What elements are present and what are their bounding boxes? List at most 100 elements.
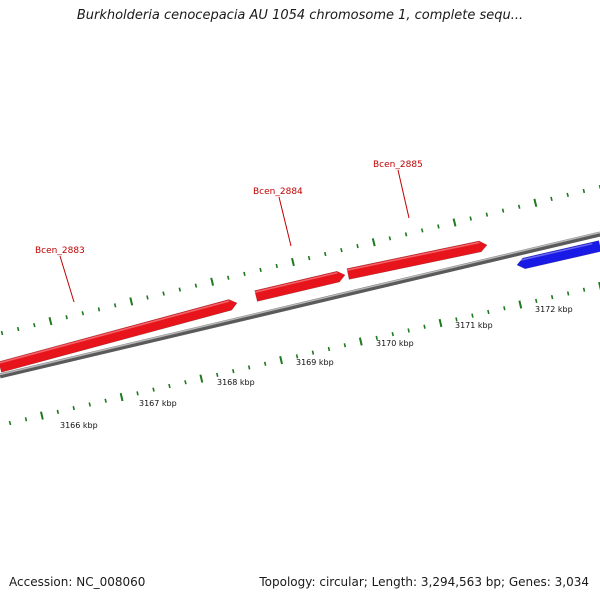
outer-minor-tick: [501, 208, 505, 213]
inner-major-tick: [438, 318, 443, 328]
inner-minor-tick: [152, 387, 155, 392]
scale-label: 3168 kbp: [217, 378, 255, 387]
outer-minor-tick: [275, 263, 278, 269]
outer-major-tick: [291, 257, 295, 267]
outer-minor-tick: [81, 311, 85, 316]
inner-minor-tick: [24, 417, 28, 422]
inner-tick-ring: [8, 281, 600, 426]
gene-arrow-bcen_2884[interactable]: [254, 270, 346, 302]
gene-arrow-reverse-highlight: [515, 242, 593, 262]
inner-minor-tick: [535, 298, 538, 303]
inner-minor-tick: [216, 372, 219, 377]
gene-label[interactable]: Bcen_2885: [373, 160, 423, 170]
gene-arrow-bcen_2885-highlight: [347, 241, 480, 271]
outer-minor-tick: [324, 251, 327, 257]
inner-minor-tick: [56, 409, 60, 414]
gene-label-leader: [278, 196, 292, 247]
inner-minor-tick: [247, 365, 251, 370]
inner-minor-tick: [375, 335, 378, 340]
outer-major-tick: [371, 238, 376, 247]
scale-label: 3167 kbp: [139, 399, 177, 408]
scale-label: 3169 kbp: [296, 358, 334, 367]
outer-major-tick: [210, 277, 215, 286]
inner-minor-tick: [423, 324, 426, 329]
inner-major-tick: [518, 300, 523, 309]
outer-major-tick: [129, 297, 134, 306]
outer-minor-tick: [420, 228, 424, 233]
gene-label-leader: [59, 255, 75, 303]
outer-minor-tick: [356, 244, 359, 249]
outer-major-tick: [533, 198, 538, 207]
inner-minor-tick: [72, 406, 75, 411]
inner-minor-tick: [88, 402, 91, 407]
gene-arrow-bcen_2883-highlight: [0, 300, 230, 364]
outer-minor-tick: [227, 275, 230, 280]
outer-minor-tick: [437, 224, 440, 229]
accession-text: Accession: NC_008060: [9, 575, 146, 589]
gene-features: [0, 240, 600, 373]
gene-label[interactable]: Bcen_2884: [253, 187, 303, 197]
scale-label: 3172 kbp: [535, 305, 573, 314]
inner-minor-tick: [263, 361, 267, 366]
inner-major-tick: [40, 411, 44, 420]
inner-major-tick: [119, 392, 124, 402]
outer-minor-tick: [65, 315, 68, 320]
outer-minor-tick: [146, 295, 149, 300]
inner-minor-tick: [136, 391, 139, 396]
outer-minor-tick: [340, 248, 343, 253]
gene-arrow-bcen_2883[interactable]: [0, 299, 238, 373]
inner-minor-tick: [455, 317, 458, 322]
gene-label[interactable]: Bcen_2883: [35, 246, 85, 256]
outer-minor-tick: [162, 291, 165, 296]
outer-minor-tick: [485, 212, 489, 217]
inner-minor-tick: [487, 309, 490, 315]
inner-minor-tick: [104, 398, 107, 403]
inner-major-tick: [199, 374, 204, 383]
outer-minor-tick: [16, 326, 20, 332]
gene-label-leader: [397, 169, 410, 219]
inner-minor-tick: [582, 287, 586, 292]
inner-minor-tick: [471, 313, 474, 318]
gene-arrow-bcen_2884-highlight: [254, 271, 338, 293]
outer-minor-tick: [259, 267, 262, 272]
gene-label-layer: Bcen_2883 Bcen_2884 Bcen_2885: [35, 160, 423, 303]
inner-minor-tick: [295, 354, 299, 359]
outer-minor-tick: [0, 330, 4, 336]
inner-minor-tick: [311, 350, 315, 355]
inner-major-tick: [598, 281, 600, 291]
outer-minor-tick: [566, 192, 569, 197]
scale-label-layer: 3166 kbp 3167 kbp 3168 kbp 3169 kbp 3170 kbp…: [60, 305, 573, 430]
inner-minor-tick: [232, 369, 235, 374]
scale-label: 3171 kbp: [455, 321, 493, 330]
outer-minor-tick: [194, 283, 198, 288]
inner-minor-tick: [8, 420, 12, 426]
scale-label: 3166 kbp: [60, 421, 98, 430]
inner-minor-tick: [550, 295, 554, 300]
inner-minor-tick: [343, 343, 347, 348]
inner-minor-tick: [327, 346, 331, 352]
outer-minor-tick: [550, 196, 553, 201]
outer-minor-tick: [582, 188, 586, 194]
outer-minor-tick: [307, 255, 311, 261]
outer-minor-tick: [113, 303, 117, 308]
inner-minor-tick: [407, 328, 410, 333]
inner-minor-tick: [168, 383, 171, 389]
outer-minor-tick: [404, 232, 408, 237]
outer-major-tick: [452, 218, 457, 227]
inner-minor-tick: [566, 291, 570, 296]
outer-minor-tick: [388, 236, 392, 241]
gene-arrow-reverse[interactable]: [516, 240, 600, 270]
outer-minor-tick: [97, 307, 101, 312]
outer-minor-tick: [517, 204, 521, 209]
outer-tick-ring: [0, 184, 600, 336]
genome-summary-text: Topology: circular; Length: 3,294,563 bp…: [259, 575, 589, 589]
inner-minor-tick: [503, 306, 506, 311]
gene-arrow-bcen_2885[interactable]: [346, 240, 488, 280]
inner-major-tick: [358, 337, 363, 346]
inner-minor-tick: [184, 380, 187, 385]
chromosome-backbone: [0, 231, 600, 379]
inner-major-tick: [279, 355, 283, 365]
map-title: Burkholderia cenocepacia AU 1054 chromos…: [76, 8, 524, 23]
